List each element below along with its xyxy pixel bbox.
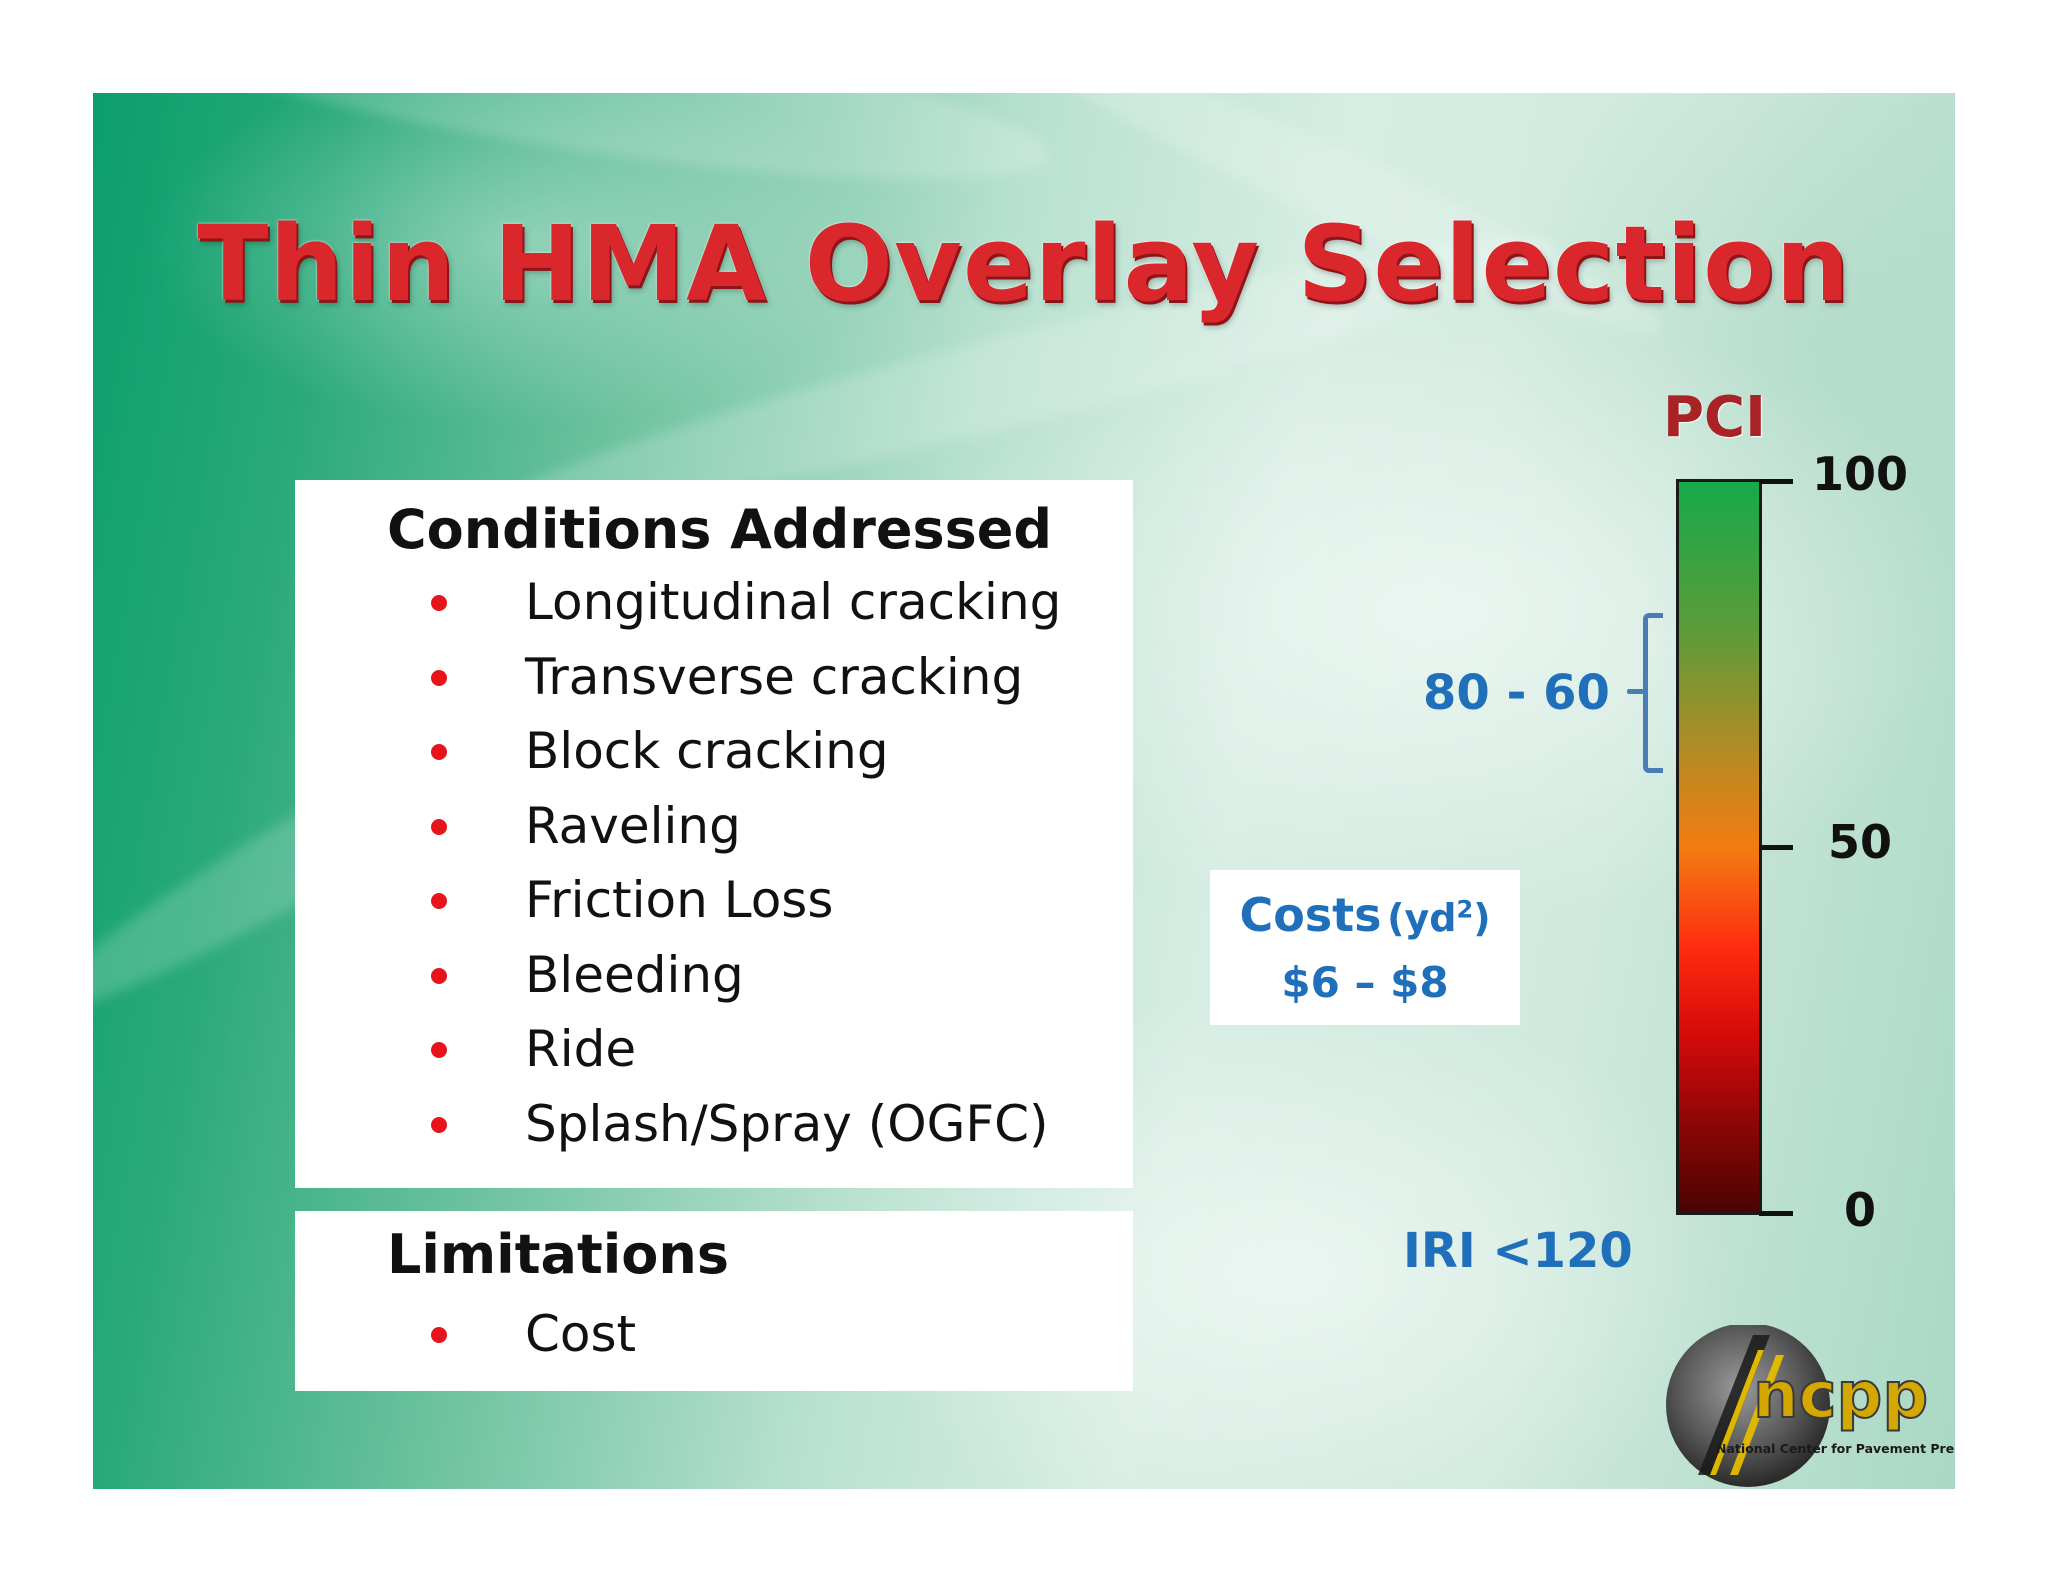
pci-tick-label-100: 100	[1811, 447, 1909, 501]
bullet-icon	[431, 1042, 447, 1058]
slide: Thin HMA Overlay Selection Conditions Ad…	[93, 93, 1955, 1489]
logo-subtitle: National Center for Pavement Preservatio…	[1716, 1441, 1955, 1456]
ncpp-logo-icon: ncpp National Center for Pavement Preser…	[1666, 1323, 1955, 1487]
bullet-icon	[431, 967, 447, 984]
bullet-icon	[431, 669, 447, 686]
logo-wordmark: ncpp	[1753, 1359, 1928, 1433]
pci-gradient-bar	[1676, 479, 1762, 1215]
conditions-panel: Conditions Addressed Longitudinal cracki…	[295, 480, 1133, 1188]
conditions-heading: Conditions Addressed	[387, 498, 1053, 561]
pci-tick-0	[1759, 1211, 1793, 1216]
iri-label: IRI <120	[1403, 1223, 1633, 1279]
pci-range-bracket-tip	[1627, 689, 1645, 694]
bullet-icon	[431, 1327, 447, 1343]
limitations-panel: Limitations Cost	[295, 1211, 1133, 1391]
pci-label: PCI	[1663, 385, 1766, 450]
bullet-icon	[431, 595, 447, 611]
bullet-icon	[431, 818, 447, 835]
pci-range-label: 80 - 60	[1423, 665, 1610, 721]
slide-title: Thin HMA Overlay Selection	[197, 203, 1851, 325]
costs-title: Costs	[1239, 888, 1382, 942]
pci-range-bracket	[1643, 613, 1663, 773]
pci-tick-label-50: 50	[1827, 815, 1892, 869]
costs-heading: Costs (yd2)	[1210, 888, 1520, 942]
pci-tick-label-0: 0	[1843, 1183, 1876, 1237]
costs-range: $6 – $8	[1281, 958, 1449, 1007]
bullet-icon	[431, 744, 447, 760]
pci-tick-50	[1759, 845, 1793, 850]
ncpp-logo: ncpp National Center for Pavement Preser…	[1658, 1323, 1955, 1489]
pci-tick-100	[1759, 479, 1793, 484]
bullet-icon	[431, 1116, 447, 1133]
costs-unit: (yd2)	[1387, 895, 1491, 940]
costs-box: Costs (yd2) $6 – $8	[1210, 870, 1520, 1025]
limitations-heading: Limitations	[387, 1223, 729, 1286]
bullet-icon	[431, 893, 447, 909]
